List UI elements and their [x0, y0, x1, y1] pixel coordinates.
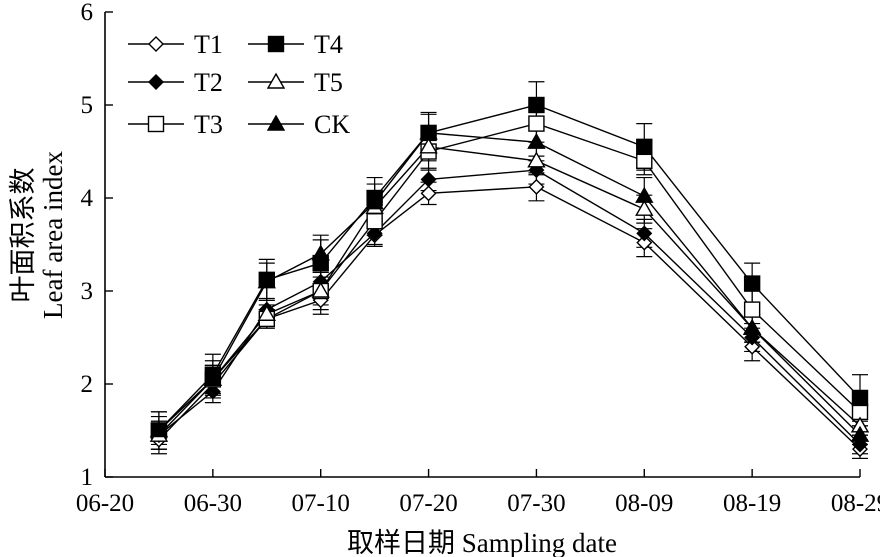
series-line-t2	[158, 169, 861, 445]
legend-marker-t2	[148, 74, 164, 90]
data-point-t3	[743, 301, 761, 318]
data-point-ck	[742, 318, 762, 335]
data-point-ck	[257, 272, 276, 289]
data-point-ck	[527, 132, 546, 149]
series-lines	[158, 104, 861, 450]
y-tick-label: 6	[81, 0, 94, 26]
legend-item-t3: T3	[128, 110, 223, 139]
data-point-t1	[744, 338, 761, 355]
series-line-t4	[158, 104, 861, 431]
legend-label: CK	[314, 110, 350, 139]
legend: T1 T2 T3 T4 T5 CK	[128, 30, 350, 139]
data-point-t3	[528, 115, 545, 132]
data-point-t2	[204, 383, 221, 400]
x-tick-label: 06-30	[184, 490, 242, 517]
data-point-t5	[527, 151, 546, 168]
data-point-t2	[366, 225, 383, 242]
axes	[104, 12, 860, 478]
series-line-ck	[158, 132, 861, 436]
y-tick-label: 4	[81, 185, 94, 212]
data-point-t4	[636, 138, 653, 156]
x-axis-title: 取样日期 Sampling date	[347, 528, 617, 557]
data-point-ck	[365, 193, 384, 210]
x-tick-label: 07-10	[292, 490, 350, 517]
legend-label: T5	[314, 68, 343, 97]
y-tick-label: 2	[81, 371, 94, 398]
x-ticks: 06-20 06-30 07-10 07-20 07-30 08-09 08-19 08-29	[76, 469, 880, 517]
data-point-ck	[850, 425, 870, 442]
x-tick-label: 08-09	[615, 490, 673, 517]
y-tick-label: 1	[81, 464, 94, 491]
legend-marker-t4	[267, 35, 285, 53]
data-markers	[149, 96, 870, 458]
legend-marker-t1	[148, 36, 164, 52]
legend-item-t5: T5	[248, 68, 343, 97]
legend-label: T1	[194, 30, 223, 59]
data-point-t1	[528, 178, 545, 195]
data-point-t5	[257, 304, 276, 321]
data-point-t4	[743, 275, 761, 292]
data-point-ck	[203, 369, 223, 387]
x-tick-label: 07-30	[507, 490, 565, 517]
y-axis-title-en: Leaf area index	[38, 151, 68, 319]
legend-label: T2	[194, 68, 223, 97]
data-point-ck	[419, 123, 438, 140]
y-tick-label: 3	[81, 278, 94, 305]
x-tick-label: 07-20	[399, 490, 457, 517]
data-point-t4	[851, 389, 869, 407]
data-point-t1	[420, 185, 437, 202]
data-point-t3	[636, 152, 653, 170]
legend-item-t4: T4	[248, 30, 343, 59]
data-point-t4	[528, 96, 545, 114]
legend-marker-ck	[266, 114, 286, 131]
data-point-ck	[635, 186, 654, 203]
y-axis-title-cn: 叶面积系数	[8, 168, 38, 303]
data-point-t2	[420, 171, 437, 188]
data-point-t2	[636, 225, 653, 242]
data-point-t5	[635, 199, 654, 216]
x-tick-label: 06-20	[76, 490, 134, 517]
data-point-t5	[419, 137, 438, 154]
x-tick-label: 08-29	[831, 490, 880, 517]
legend-label: T4	[314, 30, 343, 59]
error-bars	[150, 81, 868, 459]
legend-label: T3	[194, 110, 223, 139]
legend-item-t2: T2	[128, 68, 223, 97]
x-tick-label: 08-19	[723, 490, 781, 517]
data-point-t5	[311, 281, 330, 298]
series-line-t5	[158, 146, 861, 436]
data-point-t3	[366, 213, 383, 230]
legend-marker-t5	[266, 72, 286, 89]
legend-marker-t3	[147, 115, 165, 133]
y-ticks: 1 2 3 4 5 6	[81, 0, 113, 491]
series-line-t3	[158, 122, 861, 432]
y-tick-label: 5	[81, 92, 94, 119]
legend-item-t1: T1	[128, 30, 223, 59]
data-point-ck	[149, 421, 169, 438]
data-point-t1	[636, 234, 653, 251]
data-point-ck	[311, 244, 330, 261]
legend-item-ck: CK	[248, 110, 350, 139]
